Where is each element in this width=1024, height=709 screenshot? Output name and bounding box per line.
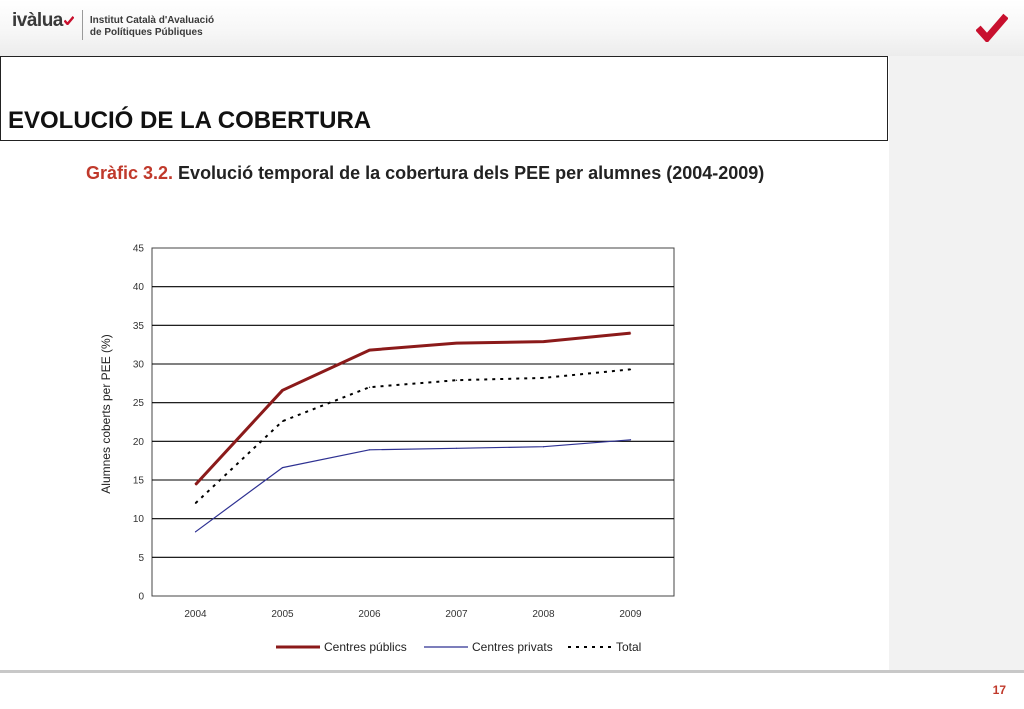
y-tick-label: 30 — [133, 360, 145, 371]
series-line-0 — [194, 331, 631, 486]
legend-label-1: Centres privats — [472, 640, 553, 654]
brand-logo: ivàlua Institut Català d'Avaluació de Po… — [12, 9, 214, 43]
checkmark-logo-icon — [975, 12, 1009, 47]
figure-caption-text: Evolució temporal de la cobertura dels P… — [173, 163, 765, 183]
data-point — [629, 332, 632, 334]
data-point — [281, 389, 284, 391]
footer-rule — [0, 670, 1024, 673]
data-point — [281, 420, 284, 422]
right-sidebar-panel — [889, 56, 1024, 670]
header-band — [0, 0, 1024, 56]
brand-tagline-line-2: de Polítiques Públiques — [89, 27, 203, 38]
brand-name: ivàlua — [12, 10, 63, 31]
small-check-icon — [63, 12, 75, 30]
data-point — [542, 377, 545, 379]
legend-label-0: Centres públics — [324, 640, 407, 654]
figure-caption-label: Gràfic 3.2. — [86, 163, 174, 183]
data-point — [455, 447, 458, 449]
plot-area — [151, 247, 675, 597]
y-tick-label: 0 — [138, 592, 144, 603]
x-tick-label: 2007 — [445, 609, 468, 620]
data-point — [629, 368, 632, 371]
data-point — [542, 446, 545, 448]
data-point — [281, 467, 284, 469]
figure-caption: Gràfic 3.2. Evolució temporal de la cobe… — [86, 163, 764, 184]
series-line-1 — [195, 439, 631, 533]
x-tick-label: 2005 — [271, 609, 294, 620]
x-tick-label: 2004 — [184, 609, 207, 620]
page-number: 17 — [992, 683, 1006, 697]
data-point — [455, 379, 458, 381]
y-tick-label: 35 — [133, 321, 145, 332]
data-point — [542, 340, 545, 343]
data-point — [455, 342, 458, 344]
footer-band — [0, 673, 1024, 709]
brand-divider — [81, 10, 83, 40]
title-box: EVOLUCIÓ DE LA COBERTURA — [0, 56, 888, 141]
data-point — [194, 531, 197, 533]
y-tick-label: 15 — [133, 476, 145, 487]
x-tick-label: 2009 — [619, 609, 642, 620]
x-tick-label: 2006 — [358, 609, 381, 620]
brand-tagline: Institut Català d'Avaluació de Polítique… — [90, 15, 214, 39]
series-line-2 — [194, 368, 631, 504]
chart: 0 5 10 15 20 25 30 35 40 45 2004 2005 2006 2007 2008 2… — [96, 234, 696, 669]
y-tick-label: 25 — [133, 398, 145, 409]
legend-label-2: Total — [616, 640, 641, 654]
data-point — [194, 502, 197, 504]
data-point — [629, 439, 632, 441]
data-point — [194, 484, 197, 486]
line-chart: 0 5 10 15 20 25 30 35 40 45 2004 2005 2006 2007 2008 2… — [99, 244, 675, 654]
data-point — [368, 449, 371, 451]
y-axis-label: Alumnes coberts per PEE (%) — [99, 334, 113, 493]
y-tick-label: 45 — [133, 244, 145, 255]
slide-title: EVOLUCIÓ DE LA COBERTURA — [8, 107, 372, 134]
data-point — [368, 349, 371, 351]
y-tick-label: 10 — [133, 514, 145, 525]
brand-tagline-line-1: Institut Català d'Avaluació — [89, 15, 215, 26]
y-tick-label: 5 — [138, 553, 144, 564]
data-point — [368, 386, 371, 388]
y-tick-label: 40 — [133, 282, 145, 293]
y-tick-label: 20 — [133, 437, 145, 448]
x-tick-label: 2008 — [532, 609, 555, 620]
